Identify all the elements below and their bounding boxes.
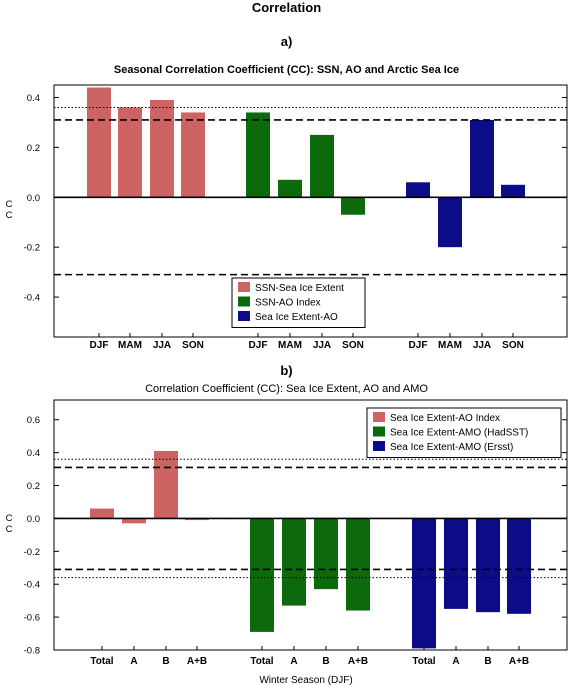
bar <box>476 518 500 613</box>
bar <box>438 197 462 248</box>
x-tick-label: JJA <box>153 340 171 351</box>
y-tick-label: 0.0 <box>27 514 40 525</box>
legend-label: SSN-Sea Ice Extent <box>255 283 344 294</box>
legend-label: SSN-AO Index <box>255 298 321 309</box>
panel-b-label: b) <box>280 363 293 378</box>
y-tick-label: -0.8 <box>24 646 40 657</box>
y-tick-label: -0.4 <box>24 580 40 591</box>
bar <box>282 518 306 606</box>
y-axis-label: C <box>6 524 13 535</box>
x-tick-label: A+B <box>509 656 529 667</box>
bar <box>181 112 205 198</box>
legend-box <box>366 407 562 458</box>
x-tick-label: B <box>322 656 329 667</box>
bar <box>507 518 531 614</box>
x-tick-label: SON <box>502 340 524 351</box>
legend-swatch <box>238 296 250 307</box>
bar <box>406 182 430 198</box>
bar <box>412 518 436 649</box>
x-tick-label: MAM <box>118 340 142 351</box>
page-title: Correlation <box>251 0 322 15</box>
x-tick-label: JJA <box>473 340 491 351</box>
bar <box>444 518 468 609</box>
x-tick-label: B <box>162 656 169 667</box>
bar <box>90 508 114 519</box>
x-tick-label: DJF <box>409 340 428 351</box>
y-tick-label: -0.6 <box>24 613 40 624</box>
plot-frame <box>53 399 568 651</box>
bar <box>185 518 209 521</box>
bar <box>122 518 146 524</box>
x-tick-label: MAM <box>438 340 462 351</box>
plot-frame <box>53 84 568 338</box>
x-tick-label: JJA <box>313 340 331 351</box>
y-axis-label: C <box>6 199 13 210</box>
bar <box>346 518 370 611</box>
y-tick-label: 0.2 <box>27 481 40 492</box>
legend-label: Sea Ice Extent-AO Index <box>390 413 500 424</box>
y-axis-label: C <box>6 210 13 221</box>
x-tick-label: Total <box>412 656 435 667</box>
x-tick-label: DJF <box>249 340 268 351</box>
bar <box>341 197 365 215</box>
bar <box>246 112 270 198</box>
y-tick-label: 0.4 <box>27 93 40 104</box>
legend-label: Sea Ice Extent-AO <box>255 312 338 323</box>
y-tick-label: 0.0 <box>27 193 40 204</box>
legend-swatch <box>373 412 385 422</box>
y-tick-label: -0.4 <box>24 293 40 304</box>
bar <box>150 99 174 198</box>
y-tick-label: 0.4 <box>27 448 40 459</box>
x-axis-label: Winter Season (DJF) <box>259 675 352 685</box>
x-tick-label: A <box>130 656 137 667</box>
legend-swatch <box>373 426 385 437</box>
x-tick-label: A+B <box>187 656 207 667</box>
bar <box>154 450 178 519</box>
bar <box>87 87 111 198</box>
legend-label: Sea Ice Extent-AMO (Ersst) <box>390 442 513 453</box>
bar <box>250 518 274 632</box>
panel-b-title: Correlation Coefficient (CC): Sea Ice Ex… <box>145 383 428 395</box>
x-tick-label: SON <box>342 340 364 351</box>
y-tick-label: -0.2 <box>24 547 40 558</box>
y-axis-label: C <box>6 513 13 524</box>
bar <box>314 518 338 590</box>
bar <box>310 134 334 198</box>
bar <box>278 179 302 198</box>
x-tick-label: DJF <box>90 340 109 351</box>
bar <box>501 184 525 198</box>
x-tick-label: SON <box>182 340 204 351</box>
x-tick-label: Total <box>90 656 113 667</box>
legend-swatch <box>238 282 250 292</box>
y-tick-label: 0.6 <box>27 415 40 426</box>
x-tick-label: A+B <box>348 656 368 667</box>
y-tick-label: 0.2 <box>27 143 40 154</box>
x-tick-label: B <box>484 656 491 667</box>
x-tick-label: Total <box>250 656 273 667</box>
x-tick-label: A <box>290 656 297 667</box>
panel-a-title: Seasonal Correlation Coefficient (CC): S… <box>113 64 460 76</box>
bar <box>118 107 142 198</box>
legend-label: Sea Ice Extent-AMO (HadSST) <box>390 428 528 439</box>
x-tick-label: MAM <box>278 340 302 351</box>
y-tick-label: -0.2 <box>24 243 40 254</box>
x-tick-label: A <box>452 656 459 667</box>
bar <box>470 119 494 198</box>
legend-box <box>231 277 366 328</box>
legend-swatch <box>373 441 385 451</box>
legend-swatch <box>238 311 250 321</box>
panel-a-label: a) <box>280 34 293 49</box>
